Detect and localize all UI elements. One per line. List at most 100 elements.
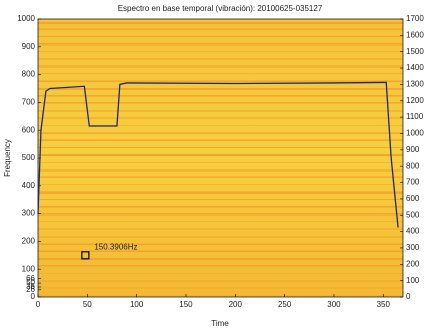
y2-tick-label: 1100 (406, 112, 424, 121)
band (38, 251, 403, 252)
band (38, 213, 403, 214)
band (38, 51, 403, 52)
band (38, 95, 403, 96)
x-tick-label: 150 (179, 300, 193, 309)
y-tick-label: 500 (22, 153, 36, 162)
band (38, 28, 403, 30)
band (38, 266, 403, 267)
x-tick-label: 50 (83, 300, 92, 309)
spectrogram (38, 19, 403, 297)
y2-tick-label: 1200 (406, 96, 424, 105)
y2-tick-label: 1500 (406, 47, 424, 56)
x-tick-label: 0 (36, 300, 41, 309)
band (38, 287, 403, 288)
y-tick-label: 36 (26, 282, 35, 291)
band (38, 273, 403, 274)
band (38, 244, 403, 245)
band (38, 184, 403, 185)
band (38, 88, 403, 90)
y2-tick-label: 1600 (406, 30, 424, 39)
band (38, 295, 403, 296)
band (38, 22, 403, 24)
y-tick-label: 66 (26, 274, 35, 283)
band (38, 169, 403, 170)
x-tick-label: 250 (278, 300, 292, 309)
band (38, 199, 403, 200)
band (38, 102, 403, 103)
marker (81, 251, 90, 260)
band (38, 207, 403, 208)
band (38, 125, 403, 126)
band (38, 191, 403, 192)
y2-tick-label: 900 (406, 145, 420, 154)
x-axis-label: Time (211, 319, 229, 328)
band (38, 140, 403, 141)
band (38, 206, 403, 207)
y-tick-label: 200 (22, 237, 36, 246)
x-tick-label: 200 (229, 300, 243, 309)
band (38, 36, 403, 37)
band (38, 228, 403, 229)
y-tick-label: 600 (22, 125, 36, 134)
y2-tick-label: 1700 (406, 14, 424, 23)
band (38, 96, 403, 97)
y-tick-label: 50 (26, 278, 35, 287)
band (38, 59, 403, 60)
band (38, 170, 403, 172)
y2-tick-label: 1000 (406, 129, 424, 138)
x-tick-label: 100 (130, 300, 144, 309)
y2-tick-label: 700 (406, 178, 420, 187)
y-tick-label: 26 (26, 285, 35, 294)
x-tick-label: 300 (327, 300, 341, 309)
y-tick-label: 1000 (17, 14, 35, 23)
y2-tick-label: 0 (406, 292, 411, 301)
band (38, 66, 403, 68)
y2-tick-label: 800 (406, 161, 420, 170)
line (37, 81, 399, 228)
y-axis-label: Frequency (3, 139, 12, 177)
y2-tick-label: 1300 (406, 80, 424, 89)
band (38, 221, 403, 222)
y-tick-label: 100 (22, 264, 36, 273)
band (38, 58, 403, 59)
y-tick-label: 300 (22, 209, 36, 218)
y-tick-label: 900 (22, 42, 36, 51)
band (38, 154, 403, 156)
band (38, 288, 403, 289)
band (38, 162, 403, 163)
band (38, 117, 403, 118)
band (38, 214, 403, 216)
chart-title: Espectro en base temporal (vibración): 2… (118, 4, 323, 13)
spectrogram-bands (38, 22, 403, 296)
band (38, 139, 403, 140)
marker-label: 150.3906Hz (94, 242, 137, 251)
y2-tick-label: 200 (406, 259, 420, 268)
band (38, 243, 403, 244)
band (38, 132, 403, 134)
band (38, 65, 403, 66)
band (38, 73, 403, 74)
band (38, 147, 403, 148)
y2-tick-label: 500 (406, 210, 420, 219)
y-tick-label: 700 (22, 98, 36, 107)
band (38, 192, 403, 194)
band (38, 43, 403, 44)
y2-tick-label: 1400 (406, 63, 424, 72)
band (38, 250, 403, 251)
band (38, 103, 403, 104)
band (38, 81, 403, 82)
band (38, 176, 403, 178)
band (38, 110, 403, 112)
x-tick-label: 350 (377, 300, 391, 309)
y-tick-label: 400 (22, 181, 36, 190)
y2-tick-label: 600 (406, 194, 420, 203)
band (38, 280, 403, 282)
band (38, 265, 403, 266)
y2-tick-label: 100 (406, 276, 420, 285)
band (38, 258, 403, 260)
y-tick-label: 0 (31, 292, 36, 301)
y2-tick-label: 300 (406, 243, 420, 252)
y-tick-label: 800 (22, 70, 36, 79)
band (38, 118, 403, 119)
